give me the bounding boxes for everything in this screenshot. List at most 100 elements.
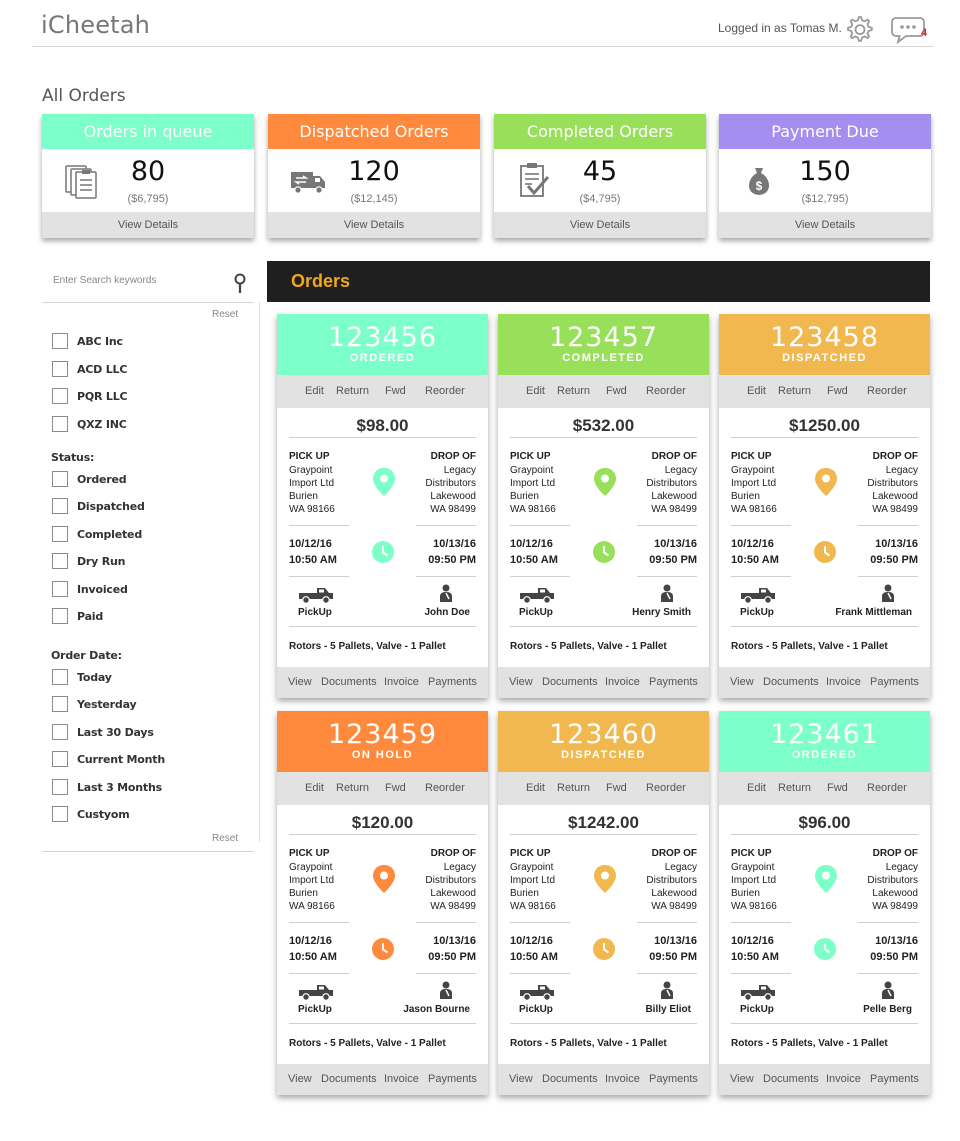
checkbox[interactable] <box>52 333 68 349</box>
documents-link[interactable]: Documents <box>763 1073 819 1085</box>
edit-button[interactable]: Edit <box>305 782 324 794</box>
gear-icon[interactable] <box>844 14 874 44</box>
dropoff-label: DROP OF <box>430 451 476 462</box>
checkbox[interactable] <box>52 669 68 685</box>
fwd-button[interactable]: Fwd <box>385 782 406 794</box>
vehicle-type: PickUp <box>740 1004 774 1015</box>
return-button[interactable]: Return <box>557 782 591 794</box>
edit-button[interactable]: Edit <box>747 385 766 397</box>
checkbox[interactable] <box>52 553 68 569</box>
reorder-button[interactable]: Reorder <box>867 385 907 397</box>
order-card[interactable]: 123459 ON HOLD Edit Return Fwd Reorder $120.00… <box>277 711 488 1095</box>
checkbox[interactable] <box>52 388 68 404</box>
documents-link[interactable]: Documents <box>321 676 377 688</box>
fwd-button[interactable]: Fwd <box>827 385 848 397</box>
cargo-description: Rotors - 5 Pallets, Valve - 1 Pallet <box>510 1038 667 1049</box>
order-card[interactable]: 123457 COMPLETED Edit Return Fwd Reorder $532.… <box>498 314 709 698</box>
order-status: DISPATCHED <box>782 352 867 364</box>
order-status: COMPLETED <box>562 352 645 364</box>
view-details-button[interactable]: View Details <box>719 212 931 238</box>
search-icon[interactable] <box>232 273 248 295</box>
checkbox[interactable] <box>52 806 68 822</box>
view-details-button[interactable]: View Details <box>42 212 254 238</box>
documents-link[interactable]: Documents <box>763 676 819 688</box>
order-card[interactable]: 123456 ORDERED Edit Return Fwd Reorder $98.00 P… <box>277 314 488 698</box>
clock-icon <box>814 938 836 960</box>
view-link[interactable]: View <box>288 676 312 688</box>
reset-search-link[interactable]: Reset <box>212 309 239 320</box>
dropoff-address: Legacy Distributors Lakewood WA 98499 <box>867 861 918 913</box>
reorder-button[interactable]: Reorder <box>867 782 907 794</box>
checkbox[interactable] <box>52 416 68 432</box>
cargo-description: Rotors - 5 Pallets, Valve - 1 Pallet <box>731 1038 888 1049</box>
return-button[interactable]: Return <box>336 385 370 397</box>
stat-card-body: 45 ($4,795) <box>494 149 706 212</box>
payments-link[interactable]: Payments <box>428 1073 477 1085</box>
payments-link[interactable]: Payments <box>428 676 477 688</box>
invoice-link[interactable]: Invoice <box>605 676 640 688</box>
payments-link[interactable]: Payments <box>870 1073 919 1085</box>
checkbox[interactable] <box>52 581 68 597</box>
stat-card-amount: ($6,795) <box>127 193 169 205</box>
fwd-button[interactable]: Fwd <box>606 385 627 397</box>
fwd-button[interactable]: Fwd <box>827 782 848 794</box>
filter-sidebar <box>42 262 254 303</box>
checkbox[interactable] <box>52 608 68 624</box>
documents-link[interactable]: Documents <box>542 676 598 688</box>
return-button[interactable]: Return <box>557 385 591 397</box>
reorder-button[interactable]: Reorder <box>425 385 465 397</box>
checkbox[interactable] <box>52 751 68 767</box>
stat-card-value: 80 <box>130 156 166 187</box>
fwd-button[interactable]: Fwd <box>385 385 406 397</box>
view-link[interactable]: View <box>509 676 533 688</box>
stat-card-value: 150 <box>799 156 851 187</box>
divider <box>731 626 918 627</box>
invoice-link[interactable]: Invoice <box>384 1073 419 1085</box>
invoice-link[interactable]: Invoice <box>826 676 861 688</box>
checkbox[interactable] <box>52 498 68 514</box>
edit-button[interactable]: Edit <box>747 782 766 794</box>
checkbox[interactable] <box>52 361 68 377</box>
edit-button[interactable]: Edit <box>526 385 545 397</box>
invoice-link[interactable]: Invoice <box>384 676 419 688</box>
pickup-address-line: WA 98166 <box>510 901 556 912</box>
checkbox[interactable] <box>52 724 68 740</box>
reorder-button[interactable]: Reorder <box>646 782 686 794</box>
view-details-button[interactable]: View Details <box>268 212 480 238</box>
view-link[interactable]: View <box>509 1073 533 1085</box>
fwd-button[interactable]: Fwd <box>606 782 627 794</box>
payments-link[interactable]: Payments <box>649 1073 698 1085</box>
order-card[interactable]: 123460 DISPATCHED Edit Return Fwd Reorder $124… <box>498 711 709 1095</box>
return-button[interactable]: Return <box>778 385 812 397</box>
payments-link[interactable]: Payments <box>649 676 698 688</box>
view-link[interactable]: View <box>730 676 754 688</box>
return-button[interactable]: Return <box>336 782 370 794</box>
return-button[interactable]: Return <box>778 782 812 794</box>
checkbox[interactable] <box>52 696 68 712</box>
view-link[interactable]: View <box>288 1073 312 1085</box>
reorder-button[interactable]: Reorder <box>646 385 686 397</box>
checkbox[interactable] <box>52 471 68 487</box>
order-card[interactable]: 123461 ORDERED Edit Return Fwd Reorder $96.00 P… <box>719 711 930 1095</box>
payments-link[interactable]: Payments <box>870 676 919 688</box>
reset-filters-link[interactable]: Reset <box>212 833 239 844</box>
invoice-link[interactable]: Invoice <box>605 1073 640 1085</box>
checkbox[interactable] <box>52 526 68 542</box>
order-card[interactable]: 123458 DISPATCHED Edit Return Fwd Reorder $125… <box>719 314 930 698</box>
edit-button[interactable]: Edit <box>526 782 545 794</box>
documents-link[interactable]: Documents <box>321 1073 377 1085</box>
order-actions: Edit Return Fwd Reorder <box>719 772 930 805</box>
edit-button[interactable]: Edit <box>305 385 324 397</box>
checkbox[interactable] <box>52 779 68 795</box>
view-details-button[interactable]: View Details <box>494 212 706 238</box>
invoice-link[interactable]: Invoice <box>826 1073 861 1085</box>
documents-link[interactable]: Documents <box>542 1073 598 1085</box>
driver-name: Henry Smith <box>632 607 691 618</box>
reorder-button[interactable]: Reorder <box>425 782 465 794</box>
dropoff-address-line: Distributors <box>867 875 918 886</box>
chat-icon[interactable] <box>890 14 930 44</box>
pickup-address: Graypoint Import Ltd Burien WA 98166 <box>510 861 556 913</box>
view-link[interactable]: View <box>730 1073 754 1085</box>
order-actions: Edit Return Fwd Reorder <box>277 772 488 805</box>
search-input[interactable] <box>51 274 225 287</box>
